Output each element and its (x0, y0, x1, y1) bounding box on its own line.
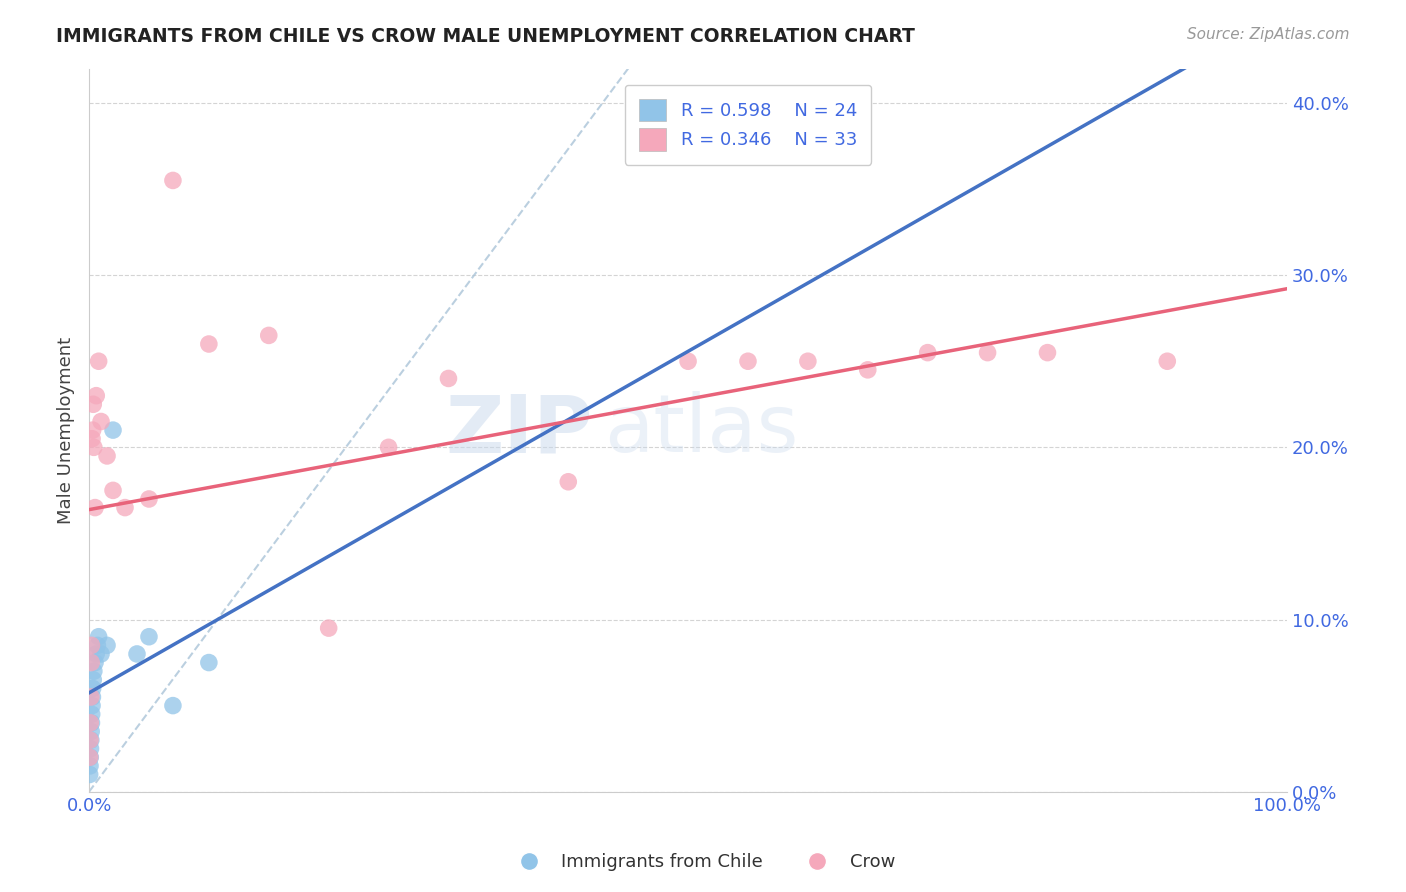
Point (84, 389, 107, 403)
Point (676, 354, 699, 368)
Point (82, 423, 104, 437)
Point (377, 440, 399, 454)
Point (80, 707, 103, 722)
Legend: R = 0.598    N = 24, R = 0.346    N = 33: R = 0.598 N = 24, R = 0.346 N = 33 (624, 85, 872, 165)
Point (198, 656, 221, 670)
Point (82, 690, 104, 704)
Point (87, 354, 110, 368)
Point (83, 440, 105, 454)
Legend: Immigrants from Chile, Crow: Immigrants from Chile, Crow (503, 847, 903, 879)
Point (79, 759, 101, 773)
Point (79, 733, 101, 747)
Point (80, 724, 103, 739)
Point (80, 432, 103, 446)
Point (318, 621, 340, 635)
Point (96, 638, 118, 652)
Point (114, 500, 136, 515)
Text: atlas: atlas (605, 391, 799, 469)
Point (856, 363, 879, 377)
Point (96, 449, 118, 463)
Point (80, 638, 103, 652)
Point (557, 475, 579, 489)
Point (162, 698, 184, 713)
Point (138, 630, 160, 644)
Point (80, 690, 103, 704)
Point (82, 397, 104, 411)
Point (80, 715, 103, 730)
Point (198, 337, 221, 351)
Point (162, 173, 184, 187)
Point (101, 423, 124, 437)
Point (80, 733, 103, 747)
Point (79, 715, 101, 730)
Point (437, 371, 460, 385)
Text: ZIP: ZIP (444, 391, 592, 469)
Point (80, 656, 103, 670)
Point (797, 354, 820, 368)
Point (79, 750, 101, 764)
Text: Source: ZipAtlas.com: Source: ZipAtlas.com (1187, 27, 1350, 42)
Point (138, 491, 160, 506)
Point (125, 647, 148, 661)
Point (737, 354, 759, 368)
Point (976, 345, 998, 359)
Point (87, 630, 110, 644)
Point (1036, 345, 1059, 359)
Point (1156, 354, 1178, 368)
Point (86, 638, 108, 652)
Point (257, 328, 280, 343)
Point (90, 415, 112, 429)
Point (82, 673, 104, 687)
Point (84, 500, 107, 515)
Text: IMMIGRANTS FROM CHILE VS CROW MALE UNEMPLOYMENT CORRELATION CHART: IMMIGRANTS FROM CHILE VS CROW MALE UNEMP… (56, 27, 915, 45)
Point (79, 767, 101, 781)
Point (84, 656, 107, 670)
Point (82, 681, 104, 696)
Point (83, 664, 105, 678)
Point (79, 741, 101, 756)
Point (79, 750, 101, 764)
Point (101, 483, 124, 498)
Point (917, 345, 939, 359)
Point (84, 647, 107, 661)
Y-axis label: Male Unemployment: Male Unemployment (58, 336, 75, 524)
Point (90, 647, 112, 661)
Point (80, 698, 103, 713)
